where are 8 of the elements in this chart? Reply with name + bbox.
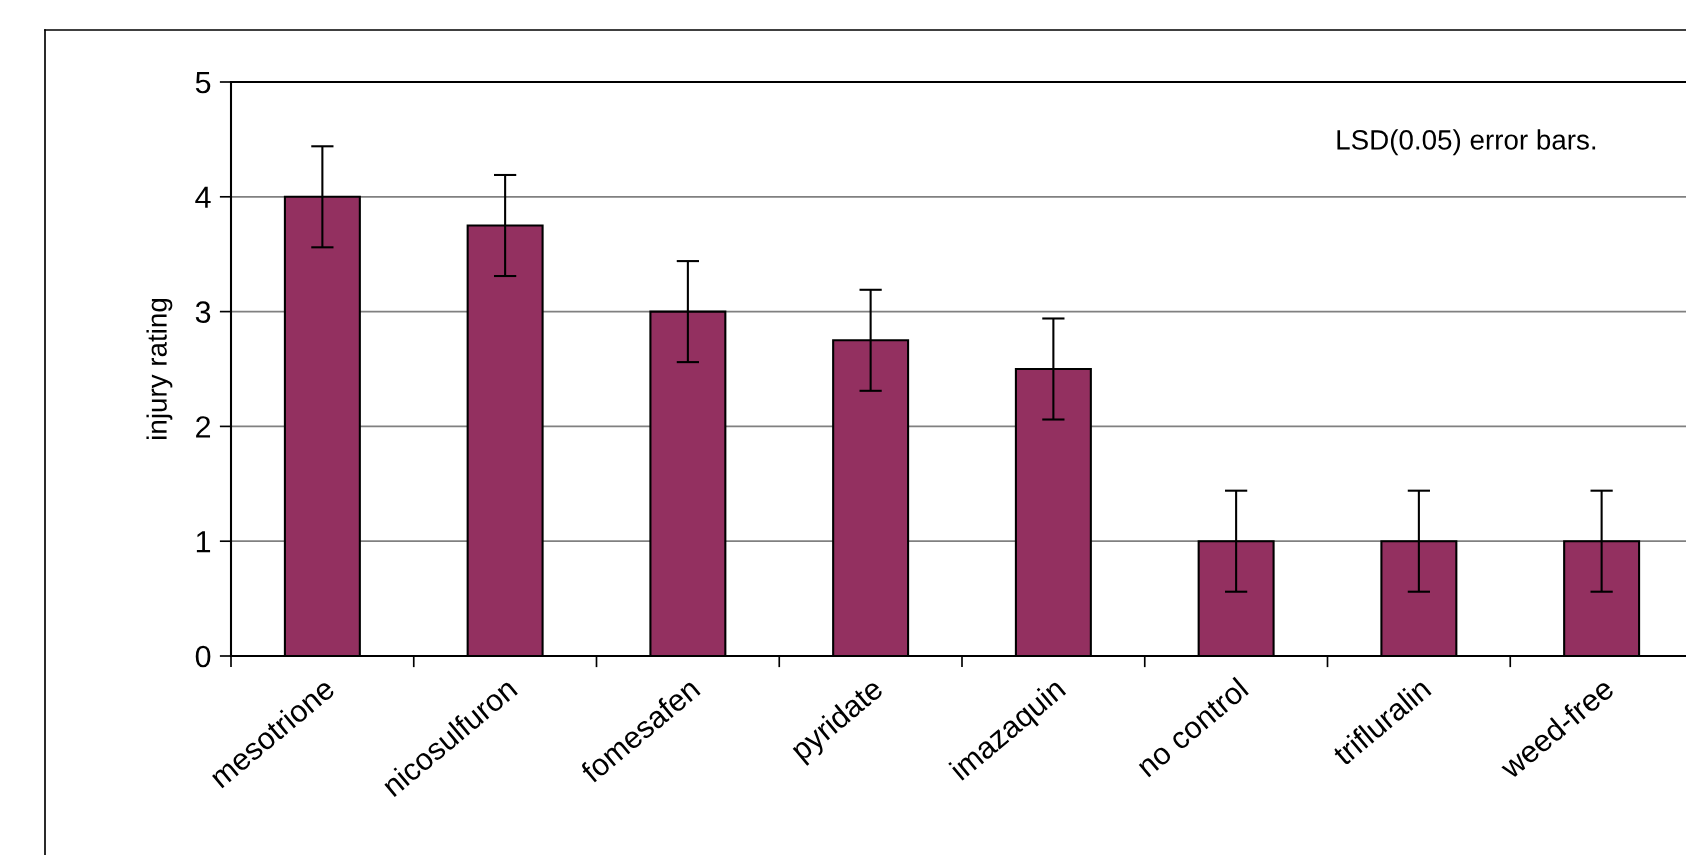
y-tick-label: 2 xyxy=(196,416,211,438)
annotation: LSD(0.05) error bars. xyxy=(1337,129,1596,156)
y-tick-label: 3 xyxy=(195,301,211,323)
y-tick-label: 1 xyxy=(196,531,211,553)
y-tick-label: 5 xyxy=(195,72,211,94)
y-tick-label: 4 xyxy=(195,186,211,208)
y-axis-title: injury rating xyxy=(146,298,173,439)
y-tick-label: 0 xyxy=(195,645,211,668)
